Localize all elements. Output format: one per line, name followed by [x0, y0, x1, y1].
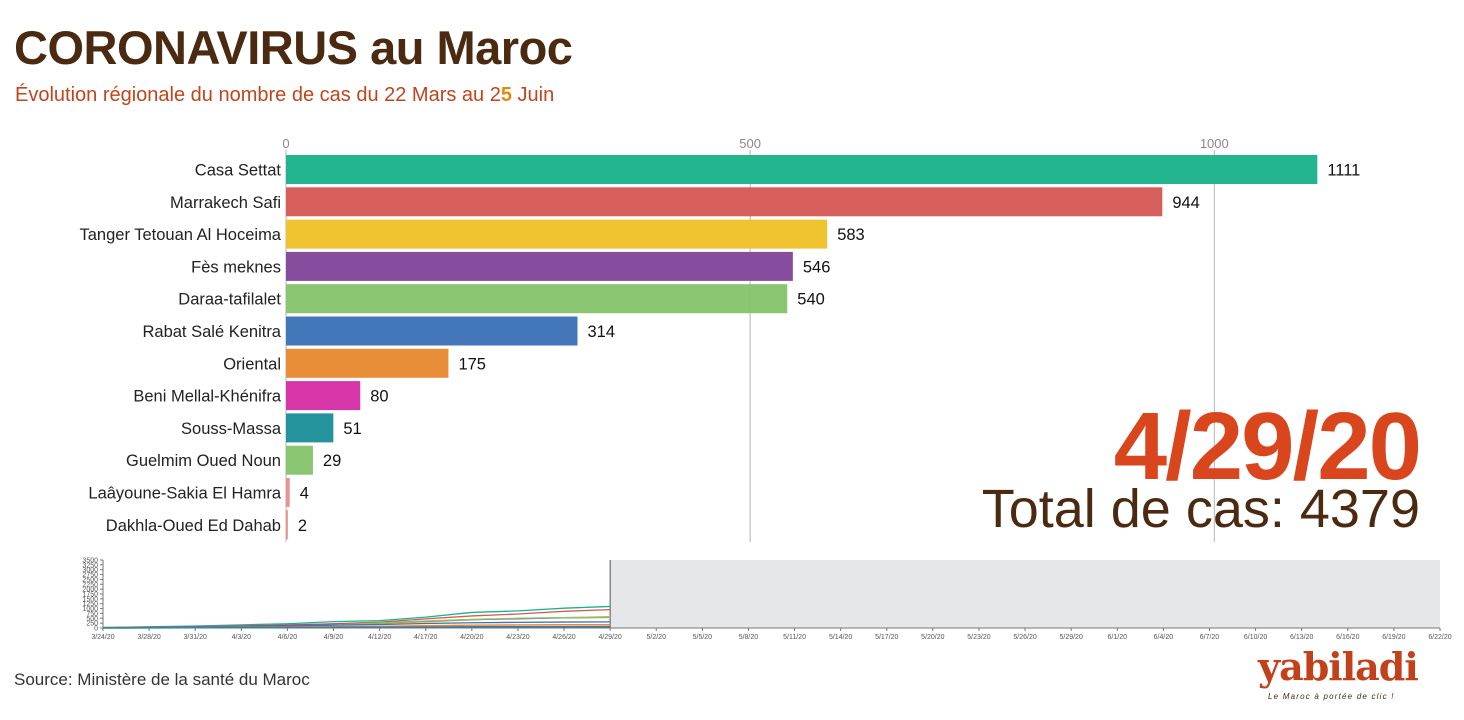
subtitle-text: Évolution régionale du nombre de cas du … [15, 84, 501, 106]
category-label: Marrakech Safi [170, 194, 281, 212]
bar [286, 478, 290, 507]
x-tick-label: 4/17/20 [414, 634, 437, 641]
category-label: Guelmim Oued Noun [126, 452, 281, 470]
x-tick-label: 3/28/20 [137, 634, 160, 641]
y-tick-label: 2500 [82, 577, 98, 584]
x-tick-label: 6/10/20 [1244, 634, 1267, 641]
category-label: Casa Settat [195, 162, 282, 180]
subtitle-end: Juin [511, 84, 555, 106]
x-tick-label: 5/14/20 [829, 634, 852, 641]
category-label: Souss-Massa [181, 420, 282, 438]
value-label: 51 [343, 420, 361, 438]
bar [286, 381, 361, 411]
category-label: Rabat Salé Kenitra [142, 323, 281, 341]
logo-tagline: Le Maroc à portée de clic ! [1268, 692, 1395, 701]
category-label: Laâyoune-Sakia El Hamra [88, 485, 281, 503]
category-label: Oriental [223, 355, 281, 373]
value-label: 29 [323, 452, 341, 470]
category-label: Tanger Tetouan Al Hoceima [80, 226, 282, 244]
x-tick-label: 5/5/20 [693, 634, 713, 641]
bar [286, 155, 1318, 184]
source-note: Source: Ministère de la santé du Maroc [14, 670, 310, 689]
value-label: 175 [458, 355, 486, 373]
x-tick-label: 4/20/20 [460, 634, 483, 641]
bar [286, 445, 313, 475]
x-tick-label: 4/3/20 [232, 634, 252, 641]
series-line [102, 626, 611, 629]
subtitle-highlight: 5 [500, 84, 512, 106]
y-tick-label: 0 [94, 626, 98, 633]
x-tick-label: 3/31/20 [184, 634, 207, 641]
bar [286, 510, 288, 540]
x-tick-label: 5/17/20 [875, 634, 898, 641]
y-tick-label: 1250 [82, 601, 98, 608]
current-date: 4/29/20 [1113, 393, 1422, 500]
timeline-chart[interactable]: 0250500750100012501500175020002250250027… [0, 552, 1464, 646]
x-tick-label: 5/8/20 [739, 634, 759, 641]
y-tick-label: 3000 [82, 567, 98, 574]
x-tick-label: 6/1/20 [1108, 634, 1128, 641]
x-tick-label: 5/20/20 [921, 634, 944, 641]
category-label: Beni Mellal-Khénifra [133, 388, 281, 406]
value-label: 2 [298, 517, 307, 535]
x-tick-label: 5/26/20 [1013, 634, 1036, 641]
y-tick-label: 3500 [82, 558, 98, 565]
y-tick-label: 1500 [82, 596, 98, 603]
y-tick-label: 500 [86, 616, 98, 623]
page-title: CORONAVIRUS au Maroc [14, 21, 573, 74]
x-tick-label: 5/2/20 [647, 634, 667, 641]
y-tick-label: 1750 [82, 592, 98, 599]
axis-tick-label: 1000 [1200, 136, 1229, 151]
y-tick-label: 2750 [82, 572, 98, 579]
x-tick-label: 4/26/20 [552, 634, 575, 641]
x-tick-label: 6/22/20 [1428, 634, 1451, 641]
category-label: Dakhla-Oued Ed Dahab [106, 517, 281, 535]
value-label: 546 [803, 258, 831, 276]
y-tick-label: 3250 [82, 562, 98, 569]
value-label: 944 [1172, 194, 1200, 212]
y-tick-label: 2000 [82, 587, 98, 594]
bar [286, 251, 793, 281]
x-tick-label: 6/19/20 [1382, 634, 1405, 641]
total-cases: Total de cas: 4379 [981, 479, 1420, 539]
x-tick-label: 6/13/20 [1290, 634, 1313, 641]
y-tick-label: 750 [86, 611, 98, 618]
x-tick-label: 4/23/20 [506, 634, 529, 641]
x-tick-label: 4/9/20 [324, 634, 344, 641]
value-label: 1111 [1327, 162, 1360, 180]
y-tick-label: 250 [86, 621, 98, 628]
category-label: Daraa-tafilalet [178, 291, 281, 309]
value-label: 4 [300, 485, 309, 503]
value-label: 314 [587, 323, 615, 341]
logo-wordmark: yabiladi [1258, 644, 1419, 689]
value-label: 583 [837, 226, 865, 244]
yabiladi-logo[interactable]: yabiladi Le Maroc à portée de clic ! [1258, 644, 1428, 706]
x-tick-label: 5/11/20 [783, 634, 806, 641]
bar [286, 316, 578, 346]
value-label: 540 [797, 291, 825, 309]
x-tick-label: 6/4/20 [1154, 634, 1174, 641]
bar [286, 284, 788, 314]
axis-tick-label: 0 [282, 136, 289, 151]
y-tick-label: 1000 [82, 606, 98, 613]
x-tick-label: 5/29/20 [1059, 634, 1082, 641]
bar [286, 348, 449, 378]
axis-tick-label: 500 [739, 136, 761, 151]
x-tick-label: 4/29/20 [598, 634, 621, 641]
x-tick-label: 6/16/20 [1336, 634, 1359, 641]
bar [286, 413, 334, 443]
bar-chart-race: 0 500 1000 Casa Settat 1111 Marrakech Safi 944… [80, 136, 1360, 542]
x-tick-label: 4/6/20 [278, 634, 298, 641]
value-label: 80 [370, 388, 388, 406]
x-tick-label: 4/12/20 [368, 634, 391, 641]
y-tick-label: 2250 [82, 582, 98, 589]
bar [286, 187, 1163, 217]
category-label: Fès meknes [191, 258, 281, 276]
x-tick-label: 6/7/20 [1200, 634, 1220, 641]
page-subtitle: Évolution régionale du nombre de cas du … [15, 84, 554, 107]
x-tick-label: 3/24/20 [91, 634, 114, 641]
bar [286, 219, 828, 249]
future-range-shade [610, 560, 1440, 628]
x-tick-label: 5/23/20 [967, 634, 990, 641]
